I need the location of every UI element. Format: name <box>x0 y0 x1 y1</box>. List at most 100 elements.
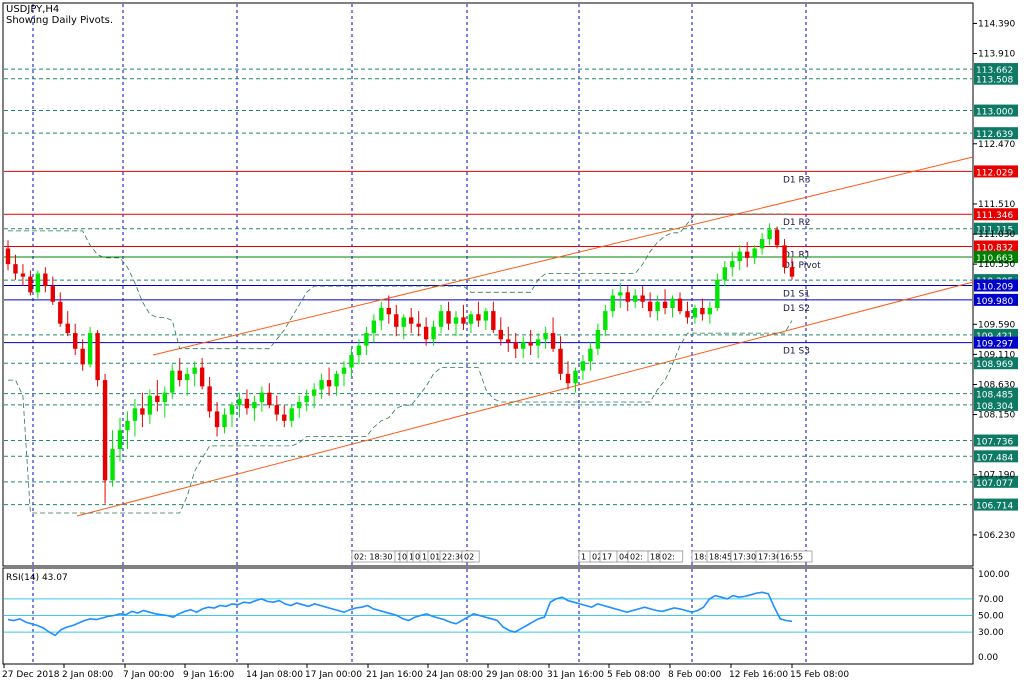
time-mark-6: 01 <box>430 553 440 562</box>
pivot-name-0: D1 R3 <box>783 175 811 185</box>
pivot-label-3: 110.663 <box>976 254 1013 264</box>
pivot-name-2: D1 R1 <box>783 250 811 260</box>
ytick-label-8: 108.630 <box>978 380 1015 390</box>
candle-body-84 <box>633 295 638 302</box>
candle-body-23 <box>177 370 182 381</box>
ytick-label-11: 106.230 <box>978 531 1015 541</box>
candle-body-56 <box>423 326 429 340</box>
candle-body-12 <box>95 333 100 381</box>
ytick-label-9: 108.150 <box>978 411 1015 421</box>
time-mark-9: 1 <box>581 553 586 562</box>
chart-subtitle: Showing Daily Pivots. <box>6 15 114 26</box>
candles-layer <box>5 223 795 504</box>
level-label-2: 113.000 <box>976 108 1013 118</box>
level-label-9: 108.304 <box>976 402 1013 412</box>
ytick-label-5: 110.550 <box>978 260 1015 270</box>
candle-body-36 <box>274 405 279 415</box>
ytick-label-6: 109.590 <box>978 320 1015 330</box>
candle-body-103 <box>774 229 780 246</box>
channel-layer <box>76 156 974 517</box>
xtick-label-0: 27 Dec 2018 <box>2 670 60 680</box>
candle-body-91 <box>685 311 690 318</box>
xtick-label-7: 24 Jan 08:00 <box>426 670 483 680</box>
xtick-label-10: 5 Feb 08:00 <box>607 670 661 680</box>
time-mark-19: 17:30 <box>758 553 781 562</box>
xtick-label-2: 7 Jan 00:00 <box>123 670 175 680</box>
pivot-label-bg-5 <box>974 293 1018 306</box>
level-label-1: 113.508 <box>976 76 1013 86</box>
candle-body-55 <box>416 323 421 327</box>
xtick-label-4: 14 Jan 08:00 <box>246 670 303 680</box>
candle-body-101 <box>759 239 765 249</box>
candle-body-89 <box>670 298 675 309</box>
xtick-label-9: 31 Jan 16:00 <box>547 670 604 680</box>
candle-body-49 <box>371 320 377 334</box>
level-label-bg-13 <box>974 498 1018 511</box>
xtick-label-11: 8 Feb 00:00 <box>668 670 722 680</box>
rsi-layer: RSI(14) 43.07 100.00 70.00 50.00 30.00 0.00 <box>4 570 1010 663</box>
candle-body-81 <box>610 295 615 312</box>
time-mark-3: 1 <box>409 553 414 562</box>
candle-body-70 <box>528 342 533 346</box>
candle-body-34 <box>259 392 265 403</box>
candle-body-32 <box>244 398 250 409</box>
rsi-level-label-3: 30.00 <box>978 628 1004 638</box>
candle-body-27 <box>207 386 212 412</box>
candle-body-4 <box>35 273 41 293</box>
candle-body-28 <box>214 411 220 428</box>
candle-body-57 <box>431 326 436 340</box>
time-mark-15: 02: <box>662 553 675 562</box>
level-label-bg-1 <box>974 72 1018 85</box>
candle-body-54 <box>409 317 414 324</box>
price-panel-frame <box>2 2 974 567</box>
time-marks-strip: 02: 18:30101010122:3002102:1704:002:18:3… <box>351 550 813 563</box>
pivot-label-4: 110.209 <box>976 283 1013 293</box>
rsi-level-label-2: 50.00 <box>978 612 1004 622</box>
candle-body-8 <box>65 323 70 334</box>
candle-body-87 <box>655 301 660 312</box>
level-label-bg-7 <box>974 357 1018 370</box>
time-mark-box-20 <box>777 550 813 563</box>
candle-body-52 <box>394 314 399 327</box>
candle-body-9 <box>73 333 78 349</box>
level-label-bg-2 <box>974 104 1018 117</box>
pivot-label-6: 109.297 <box>976 340 1013 350</box>
time-mark-0: 02: 18:30 <box>354 553 392 562</box>
time-mark-10: 02: <box>592 553 605 562</box>
xtick-label-13: 15 Feb 08:00 <box>790 670 849 680</box>
candle-body-33 <box>252 402 257 409</box>
pivot-label-bg-1 <box>974 208 1018 221</box>
candle-body-41 <box>311 389 317 396</box>
candle-body-18 <box>140 408 145 415</box>
candle-body-69 <box>521 342 526 349</box>
candle-body-61 <box>461 317 466 324</box>
level-label-bg-10 <box>974 434 1018 447</box>
candle-body-15 <box>117 430 123 450</box>
level-label-13: 106.714 <box>976 502 1013 512</box>
grid-layer <box>32 4 807 663</box>
candle-body-98 <box>737 251 742 261</box>
candle-body-59 <box>446 311 451 324</box>
level-label-7: 108.969 <box>976 360 1013 370</box>
candle-body-88 <box>662 301 668 309</box>
pivot-label-bg-6 <box>974 336 1018 349</box>
candle-body-105 <box>789 267 795 277</box>
level-label-0: 113.662 <box>976 66 1013 76</box>
candle-body-2 <box>20 273 26 277</box>
level-label-bg-8 <box>974 387 1018 400</box>
candle-body-100 <box>752 248 757 258</box>
level-label-11: 107.484 <box>976 453 1013 463</box>
candle-body-78 <box>588 348 593 362</box>
ytick-label-7: 109.110 <box>978 350 1015 360</box>
lower-envelope-band <box>8 320 793 514</box>
candle-body-97 <box>730 260 735 268</box>
candle-body-60 <box>453 317 459 324</box>
pivot-label-2: 110.832 <box>976 243 1013 253</box>
time-mark-5: 1 <box>422 553 427 562</box>
candle-body-19 <box>147 395 153 415</box>
candle-body-40 <box>304 395 309 403</box>
time-mark-18: 17:30 <box>733 553 756 562</box>
pivot-name-1: D1 R2 <box>783 218 811 228</box>
candle-body-67 <box>506 339 511 343</box>
